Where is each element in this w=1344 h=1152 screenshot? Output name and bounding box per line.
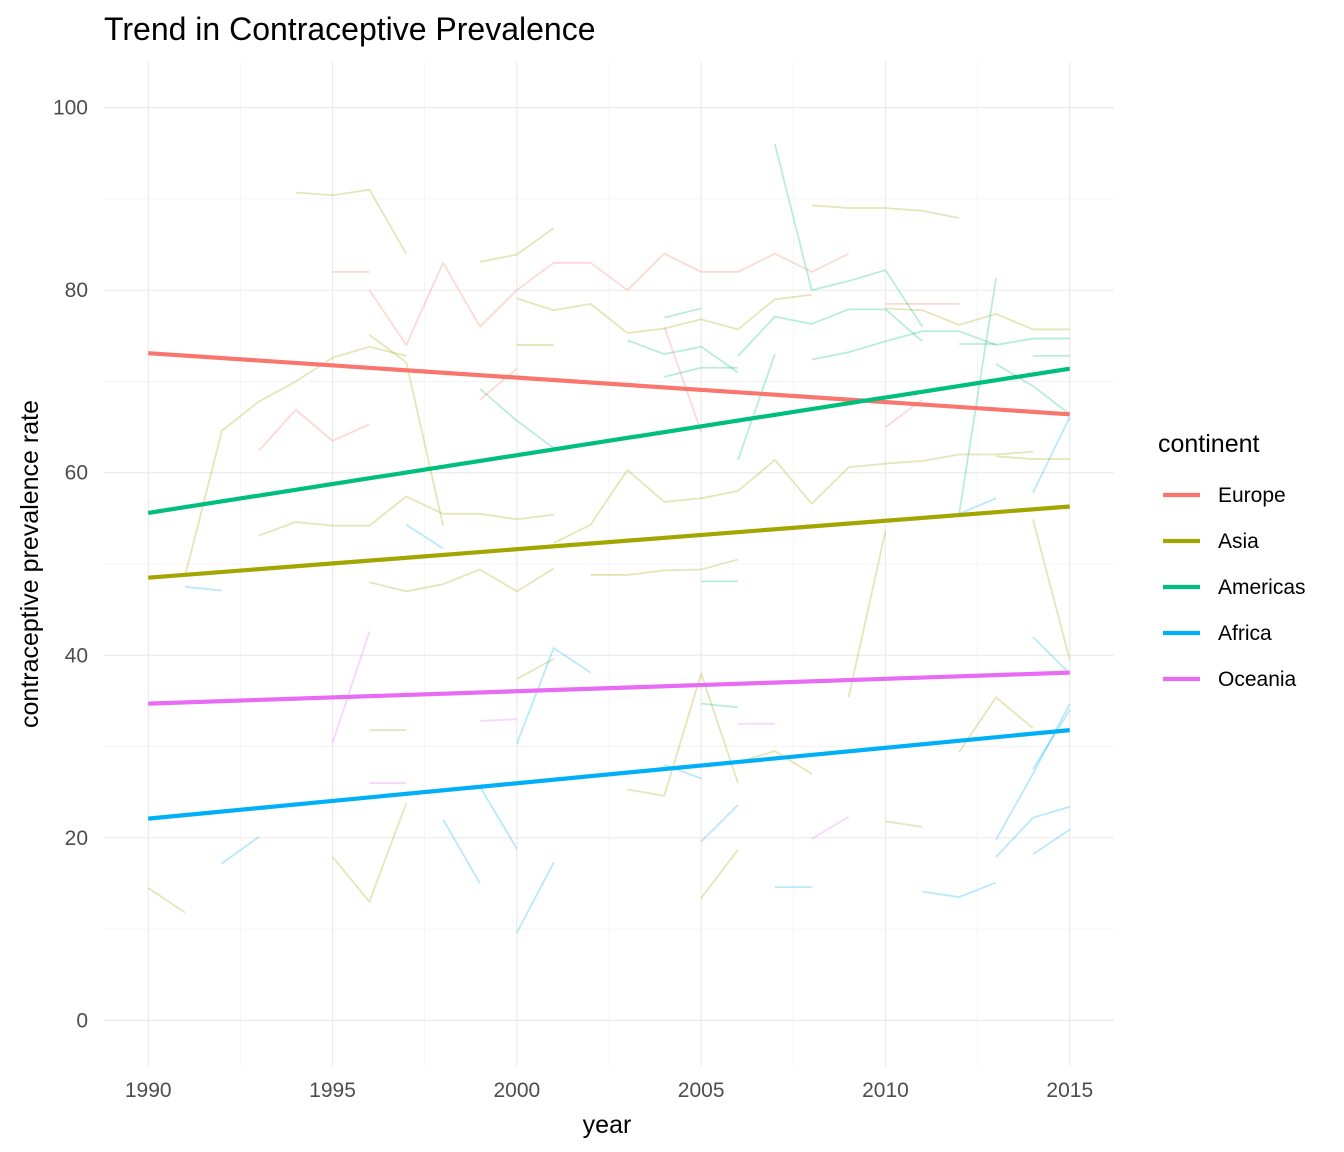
x-tick-label: 2000 <box>493 1079 540 1102</box>
country-line-africa <box>185 585 223 592</box>
country-line-oceania <box>331 631 371 744</box>
country-line-africa <box>958 497 997 515</box>
legend: continent Europe Asia Americas Africa Oceani… <box>1158 430 1306 691</box>
x-tick-label: 1990 <box>125 1079 172 1102</box>
legend-label-asia: Asia <box>1218 530 1259 553</box>
country-line-africa <box>442 819 481 884</box>
country-line-asia <box>958 696 1034 753</box>
country-line-americas <box>737 308 923 357</box>
country-line-asia <box>737 750 813 775</box>
y-tick-label: 100 <box>53 97 88 120</box>
country-line-africa <box>405 523 444 550</box>
y-tick-label: 80 <box>65 279 88 302</box>
country-line-asia <box>479 227 555 263</box>
legend-label-oceania: Oceania <box>1218 668 1297 691</box>
country-line-africa <box>1032 828 1071 855</box>
y-tick-label: 20 <box>65 827 88 850</box>
trend-lines <box>147 351 1071 821</box>
country-line-asia <box>700 849 739 899</box>
country-line-asia <box>184 345 407 577</box>
country-line-asia <box>627 672 739 797</box>
country-line-europe <box>479 367 518 401</box>
country-line-asia <box>885 820 923 828</box>
country-line-asia <box>516 293 812 334</box>
country-line-americas <box>737 353 776 461</box>
y-axis-ticks: 0 20 40 60 80 100 <box>53 97 88 1033</box>
country-line-europe <box>258 408 370 452</box>
trend-line-europe <box>148 351 1070 417</box>
legend-items: Europe Asia Americas Africa Oceania <box>1163 484 1306 691</box>
legend-title: continent <box>1158 430 1260 458</box>
trend-line-africa <box>148 728 1070 821</box>
y-tick-label: 60 <box>65 462 88 485</box>
country-line-africa <box>995 805 1071 858</box>
country-line-asia <box>369 567 555 593</box>
legend-label-americas: Americas <box>1218 576 1306 599</box>
x-tick-label: 2005 <box>678 1079 725 1102</box>
country-line-africa <box>479 786 518 850</box>
country-line-americas <box>664 366 739 378</box>
country-line-americas <box>479 388 555 449</box>
country-lines <box>147 143 1071 934</box>
trend-line-oceania <box>148 670 1070 706</box>
country-line-americas <box>701 702 739 709</box>
country-line-asia <box>847 530 887 698</box>
country-line-asia <box>590 558 739 576</box>
legend-label-africa: Africa <box>1218 622 1272 645</box>
country-line-asia <box>553 450 1033 544</box>
country-line-americas <box>958 278 997 514</box>
x-tick-label: 2015 <box>1046 1079 1093 1102</box>
country-line-africa <box>516 862 555 934</box>
legend-label-europe: Europe <box>1218 484 1286 507</box>
country-line-africa <box>922 881 997 899</box>
y-axis-title: contraceptive prevalence rate <box>16 400 44 728</box>
country-line-europe <box>663 326 703 432</box>
grid-major <box>104 62 1114 1066</box>
x-tick-label: 1995 <box>309 1079 356 1102</box>
country-line-oceania <box>811 816 850 840</box>
country-line-africa <box>1032 416 1071 494</box>
country-line-africa <box>1032 709 1071 770</box>
country-line-americas <box>811 330 1070 361</box>
x-axis-ticks: 1990 1995 2000 2005 2010 2015 <box>125 1079 1093 1102</box>
grid-minor <box>104 62 1114 1066</box>
country-line-asia <box>258 495 554 537</box>
y-tick-label: 40 <box>65 644 88 667</box>
chart-title: Trend in Contraceptive Prevalence <box>104 11 596 47</box>
trend-line-americas <box>147 366 1071 515</box>
country-line-europe <box>368 252 849 346</box>
country-line-asia <box>811 204 960 219</box>
country-line-asia <box>295 188 408 255</box>
country-line-americas <box>995 363 1071 416</box>
country-line-oceania <box>479 718 517 722</box>
country-line-africa <box>516 647 592 745</box>
country-line-asia <box>368 334 445 526</box>
country-line-africa <box>221 836 260 865</box>
trend-line-asia <box>148 504 1070 580</box>
country-line-americas <box>774 143 924 328</box>
country-line-africa <box>700 804 739 843</box>
country-line-africa <box>1032 636 1071 675</box>
x-axis-title: year <box>583 1111 632 1139</box>
x-tick-label: 2010 <box>862 1079 909 1102</box>
country-line-asia <box>331 802 408 903</box>
country-line-americas <box>627 339 739 374</box>
country-line-asia <box>995 455 1070 460</box>
country-line-asia <box>147 887 186 914</box>
country-line-asia <box>1032 519 1071 661</box>
country-line-americas <box>664 307 702 319</box>
country-line-asia <box>516 658 555 680</box>
y-tick-label: 0 <box>76 1009 88 1032</box>
country-line-africa <box>995 703 1071 841</box>
country-line-asia <box>885 307 1070 331</box>
